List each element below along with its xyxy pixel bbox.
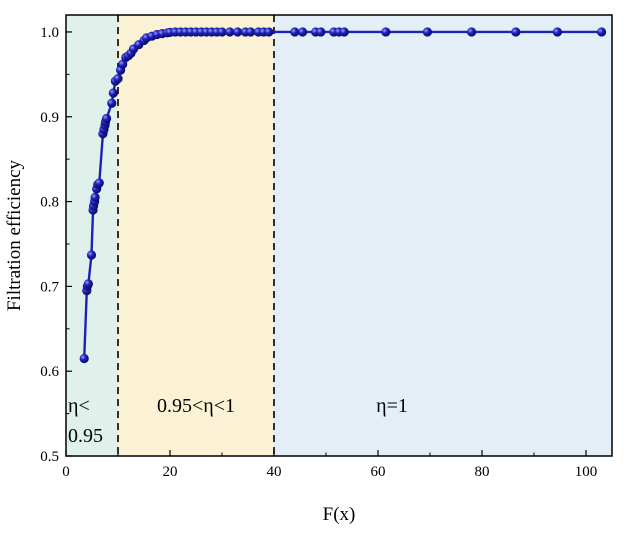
x-tick-label: 0 (62, 464, 70, 480)
data-point (108, 88, 118, 98)
data-series (79, 27, 607, 364)
region-labels: η< 0.95 0.95<η<1 η=1 (68, 395, 408, 447)
region-boundaries (117, 15, 275, 456)
x-tick-label: 40 (267, 464, 282, 480)
data-point (101, 113, 112, 124)
data-point (381, 27, 391, 37)
data-point (422, 27, 432, 37)
region-1 (118, 15, 274, 456)
x-tick-label: 20 (163, 464, 178, 480)
shaded-regions (66, 15, 612, 456)
region-2 (274, 15, 612, 456)
y-tick-label: 0.7 (40, 279, 59, 295)
axes: 0 20 40 60 80 100 0.5 0.6 0.7 0.8 0.9 1.0 (40, 25, 597, 480)
x-tick-label: 100 (575, 464, 598, 480)
data-point (511, 27, 521, 37)
region-label-low-line2: 0.95 (68, 425, 103, 447)
y-tick-label: 0.9 (40, 110, 59, 126)
data-point (339, 27, 349, 37)
data-point (246, 27, 256, 37)
data-point (298, 27, 308, 37)
data-point (86, 250, 97, 260)
region-label-high: η=1 (376, 395, 408, 417)
x-tick-label: 60 (371, 464, 386, 480)
data-point (94, 178, 104, 188)
region-label-low-line1: η< (68, 395, 90, 417)
data-point (79, 353, 89, 364)
data-point (83, 279, 93, 289)
data-point (225, 27, 235, 37)
data-point (467, 27, 477, 37)
y-tick-label: 0.5 (40, 449, 59, 465)
plot-frame (65, 14, 613, 457)
data-point (113, 74, 123, 84)
y-tick-label: 1.0 (40, 25, 59, 41)
region-label-mid: 0.95<η<1 (157, 395, 235, 417)
data-point (233, 27, 243, 37)
y-tick-label: 0.6 (40, 364, 59, 380)
data-point (316, 27, 326, 37)
y-axis-title: Filtration efficiency (4, 159, 25, 311)
x-axis-title: F(x) (323, 504, 356, 525)
data-point (290, 27, 300, 37)
x-tick-label: 80 (475, 464, 490, 480)
y-tick-label: 0.8 (40, 195, 59, 211)
data-point (90, 192, 100, 202)
data-point (552, 27, 563, 37)
data-point (107, 98, 117, 108)
data-point (264, 27, 274, 37)
data-point (217, 27, 227, 37)
data-point (597, 27, 607, 37)
